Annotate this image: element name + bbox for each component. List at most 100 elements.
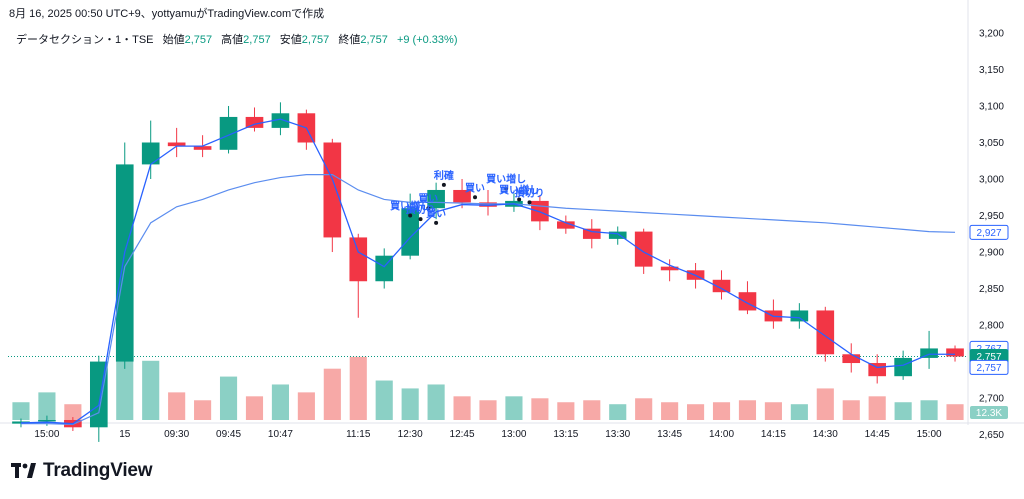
open-label: 始値 <box>162 34 185 46</box>
low-label: 安値 <box>279 34 302 46</box>
candle[interactable] <box>660 266 679 271</box>
high-label: 高値 <box>221 34 244 46</box>
annotation-marker <box>434 220 439 225</box>
annotation-marker <box>418 217 423 222</box>
y-tick-label: 2,800 <box>979 321 1004 332</box>
symbol-name: データセクション・1・TSE <box>16 34 154 46</box>
low-value: 2,757 <box>301 34 330 46</box>
annotation-label: 買い <box>426 208 446 220</box>
volume-bar <box>842 400 860 420</box>
candle[interactable] <box>401 208 419 256</box>
candle[interactable] <box>557 221 575 229</box>
candle[interactable] <box>842 354 861 364</box>
annotation-label: 損切り <box>406 203 436 216</box>
x-tick-label: 13:45 <box>657 429 682 440</box>
last-price-label: 2,757 <box>976 352 1001 363</box>
marker-price-label: 2,757 <box>976 363 1001 374</box>
volume-bar <box>297 392 315 420</box>
volume-bar <box>712 402 731 420</box>
volume-bar <box>401 388 419 420</box>
close-label: 終値 <box>338 34 361 46</box>
y-tick-label: 3,200 <box>979 28 1004 39</box>
annotation-marker <box>517 197 522 202</box>
candle[interactable] <box>245 116 264 128</box>
marker-price-label-box <box>969 359 1009 375</box>
candle[interactable] <box>712 279 731 293</box>
vwap-price-label: 2,927 <box>976 228 1001 239</box>
volume-bar <box>868 396 886 420</box>
x-tick-label: 15:00 <box>34 429 59 440</box>
candle[interactable] <box>634 231 653 267</box>
annotation-label: 買い <box>465 182 485 194</box>
y-tick-label: 2,850 <box>979 284 1004 295</box>
candle[interactable] <box>38 420 56 422</box>
candle[interactable] <box>816 310 835 355</box>
volume-bar <box>349 356 367 420</box>
volume-bar <box>142 360 160 420</box>
volume-bar <box>738 400 757 420</box>
y-tick-label: 3,050 <box>979 138 1004 149</box>
volume-bar <box>687 404 705 420</box>
volume-bar <box>583 400 601 420</box>
volume-bar <box>323 368 341 420</box>
volume-bar <box>64 404 82 420</box>
candle[interactable] <box>946 348 964 357</box>
candle[interactable] <box>738 292 757 311</box>
volume-bar <box>946 404 964 420</box>
annotation-label: 損切り <box>515 186 545 199</box>
volume-label: 12.3K <box>976 408 1002 419</box>
brand[interactable]: TradingView <box>11 460 153 482</box>
candle[interactable] <box>193 146 212 150</box>
candle[interactable] <box>323 142 342 238</box>
volume-bar <box>194 400 212 420</box>
x-tick-label: 09:30 <box>164 429 189 440</box>
candle[interactable] <box>349 237 368 282</box>
y-tick-label: 2,900 <box>979 248 1004 259</box>
candle[interactable] <box>790 310 809 322</box>
y-tick-label: 2,950 <box>979 211 1004 222</box>
x-tick-label: 13:15 <box>553 429 578 440</box>
volume-bar <box>894 402 912 420</box>
x-tick-label: 13:00 <box>501 429 526 440</box>
annotation-marker <box>441 182 446 187</box>
candle[interactable] <box>531 200 549 222</box>
candle[interactable] <box>167 142 186 147</box>
candle[interactable] <box>141 142 160 165</box>
annotation-marker <box>527 200 532 205</box>
annotation-label: 買い増し <box>390 200 430 213</box>
close-value: 2,757 <box>360 34 388 46</box>
volume-bar <box>790 404 808 420</box>
candle[interactable] <box>920 348 938 358</box>
annotation-marker <box>426 206 431 211</box>
candle[interactable] <box>868 363 887 377</box>
candle[interactable] <box>453 189 471 203</box>
x-tick-label: 14:30 <box>813 429 838 440</box>
candle[interactable] <box>894 357 912 377</box>
candle[interactable] <box>582 228 601 239</box>
candle[interactable] <box>608 231 627 239</box>
candle[interactable] <box>271 113 290 128</box>
high-value: 2,757 <box>243 34 271 46</box>
x-tick-label: 11:15 <box>346 429 371 440</box>
volume-bar <box>427 384 445 420</box>
y-tick-label: 3,100 <box>979 101 1004 112</box>
symbol-legend: データセクション・1・TSE 始値2,757 高値2,757 安値2,757 終… <box>16 31 458 47</box>
y-tick-label: 3,150 <box>979 65 1004 76</box>
change-value: +9 (+0.33%) <box>396 34 458 46</box>
candle[interactable] <box>219 116 238 150</box>
candle[interactable] <box>115 164 134 362</box>
volume-bar <box>12 402 30 420</box>
x-tick-label: 12:30 <box>398 429 423 440</box>
candle[interactable] <box>427 189 445 209</box>
x-tick-label: 14:45 <box>865 429 890 440</box>
volume-bar <box>505 396 523 420</box>
x-tick-label: 13:30 <box>605 429 630 440</box>
x-tick-label: 10:47 <box>268 429 293 440</box>
volume-bar <box>271 384 289 420</box>
vwap-line <box>20 174 956 425</box>
volume-bar <box>116 345 134 420</box>
volume-bar <box>609 404 627 420</box>
volume-bar <box>375 380 393 420</box>
candle[interactable] <box>479 202 497 207</box>
